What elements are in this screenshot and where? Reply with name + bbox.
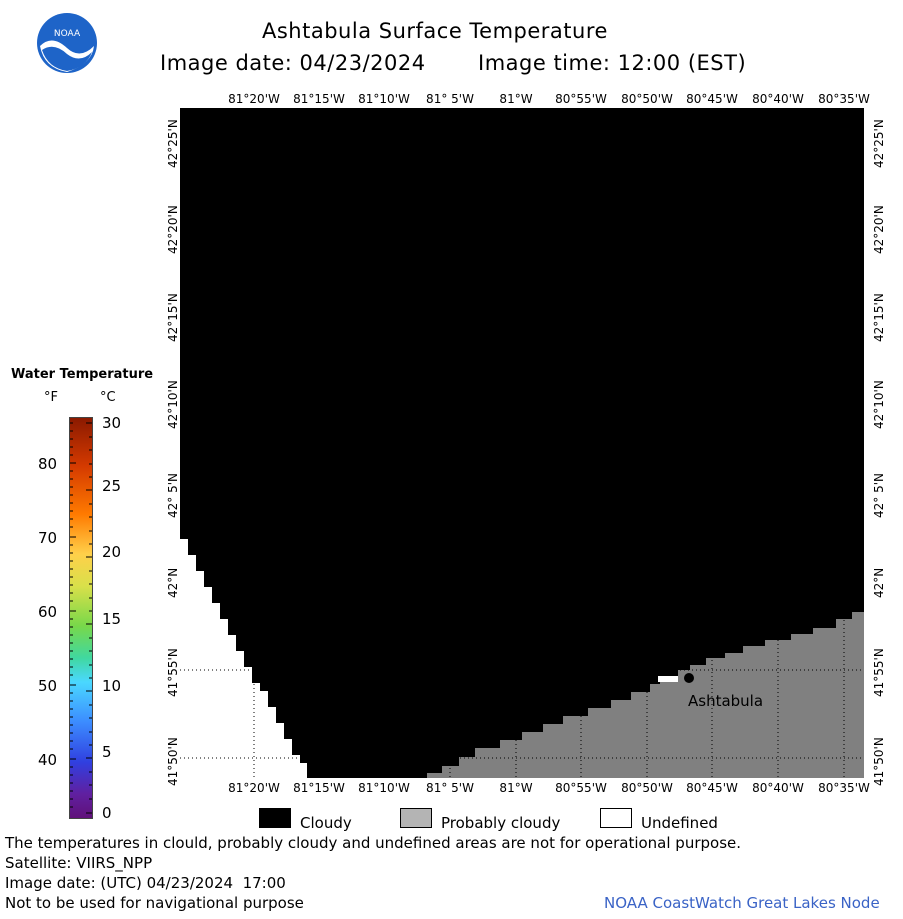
lon-label: 81°15'W — [293, 92, 345, 106]
lat-label: 42°15'N — [872, 293, 886, 342]
navigation-warning: Not to be used for navigational purpose — [5, 894, 304, 912]
lon-label: 80°50'W — [621, 781, 673, 795]
lat-label: 42°20'N — [166, 205, 180, 254]
lon-label: 80°55'W — [555, 92, 607, 106]
lat-label: 42°N — [872, 567, 886, 598]
lon-label: 81° 5'W — [426, 781, 474, 795]
undefined-patch — [658, 676, 678, 682]
lat-label: 41°55'N — [872, 648, 886, 697]
lon-label: 81°W — [499, 92, 533, 106]
utc-date: Image date: (UTC) 04/23/2024 17:00 — [5, 874, 286, 892]
lon-label: 80°50'W — [621, 92, 673, 106]
lat-label: 42°20'N — [872, 205, 886, 254]
lon-label: 81°20'W — [228, 92, 280, 106]
lon-label: 81°10'W — [358, 781, 410, 795]
map-area — [180, 108, 864, 778]
map-svg — [180, 108, 864, 778]
lon-label: 81°10'W — [358, 92, 410, 106]
lat-label: 42°25'N — [166, 119, 180, 168]
legend-label-undefined: Undefined — [641, 814, 718, 832]
noaa-logo: NOAA — [36, 12, 98, 74]
lon-label: 80°40'W — [752, 92, 804, 106]
colorbar-c-tick: 0 — [102, 804, 112, 822]
colorbar-c-tick: 10 — [102, 677, 122, 695]
operational-notice: The temperatures in clould, probably clo… — [5, 834, 742, 852]
lon-label: 80°40'W — [752, 781, 804, 795]
colorbar-ticks — [70, 422, 92, 814]
legend-swatch-undefined — [600, 808, 632, 828]
colorbar-c-tick: 30 — [102, 414, 122, 432]
colorbar-f-tick: 80 — [38, 455, 58, 473]
colorbar-c-tick: 15 — [102, 610, 122, 628]
colorbar-gradient — [69, 417, 93, 819]
lon-label: 80°35'W — [818, 781, 870, 795]
colorbar-c-tick: 25 — [102, 477, 122, 495]
lon-label: 81°20'W — [228, 781, 280, 795]
lat-label: 42°15'N — [166, 293, 180, 342]
satellite-info: Satellite: VIIRS_NPP — [5, 854, 153, 872]
colorbar-unit-f: °F — [44, 390, 58, 405]
colorbar-f-tick: 40 — [38, 751, 58, 769]
lat-label: 42°10'N — [872, 380, 886, 429]
lon-label: 80°35'W — [818, 92, 870, 106]
lon-label: 81°W — [499, 781, 533, 795]
legend-swatch-probably-cloudy — [400, 808, 432, 828]
ashtabula-marker — [684, 673, 694, 683]
probably-cloudy-region — [427, 612, 864, 778]
colorbar-f-tick: 60 — [38, 603, 58, 621]
lon-label: 81° 5'W — [426, 92, 474, 106]
undefined-region — [180, 539, 307, 778]
credit-link[interactable]: NOAA CoastWatch Great Lakes Node — [604, 894, 880, 912]
lat-label: 42°25'N — [872, 119, 886, 168]
legend-label-probably-cloudy: Probably cloudy — [441, 814, 561, 832]
lat-label: 41°50'N — [872, 737, 886, 786]
image-time: Image time: 12:00 (EST) — [478, 51, 747, 75]
lon-label: 81°15'W — [293, 781, 345, 795]
image-date: Image date: 04/23/2024 — [160, 51, 426, 75]
lon-label: 80°45'W — [686, 92, 738, 106]
lat-label: 42° 5'N — [166, 473, 180, 518]
page-title: Ashtabula Surface Temperature — [262, 19, 608, 43]
lat-label: 41°55'N — [166, 648, 180, 697]
legend-swatch-cloudy — [259, 808, 291, 828]
place-label-ashtabula: Ashtabula — [688, 692, 764, 710]
lon-label: 80°55'W — [555, 781, 607, 795]
legend-label-cloudy: Cloudy — [300, 814, 352, 832]
lon-label: 80°45'W — [686, 781, 738, 795]
svg-text:NOAA: NOAA — [54, 29, 81, 39]
lat-label: 42°N — [166, 567, 180, 598]
colorbar-f-tick: 50 — [38, 677, 58, 695]
colorbar-title: Water Temperature — [11, 367, 154, 382]
colorbar-f-tick: 70 — [38, 529, 58, 547]
colorbar-c-tick: 20 — [102, 543, 122, 561]
lat-label: 42° 5'N — [872, 473, 886, 518]
colorbar-c-tick: 5 — [102, 743, 112, 761]
lat-label: 42°10'N — [166, 380, 180, 429]
colorbar-unit-c: °C — [100, 390, 116, 405]
lat-label: 41°50'N — [166, 737, 180, 786]
